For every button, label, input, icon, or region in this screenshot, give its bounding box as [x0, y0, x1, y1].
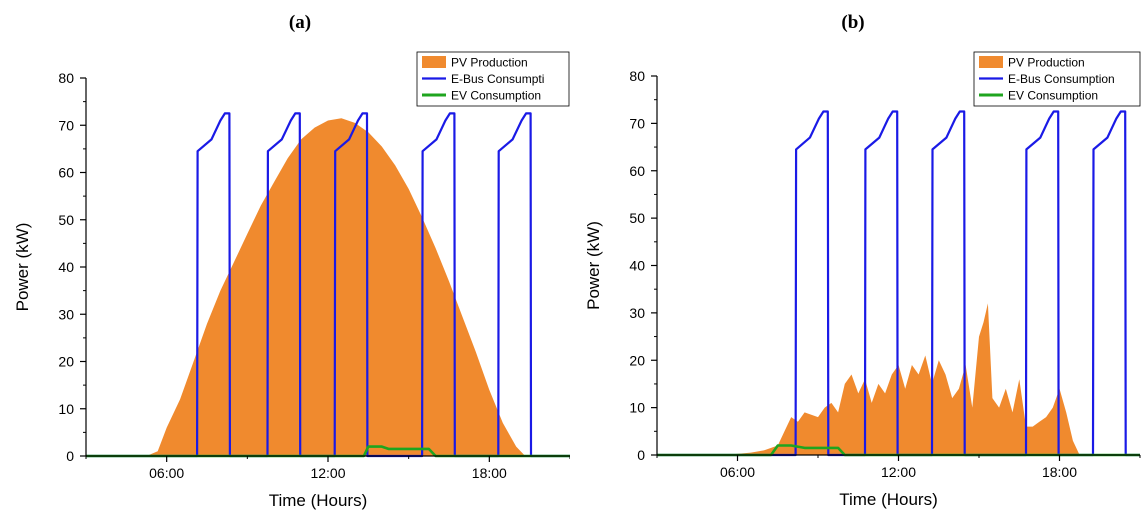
x-tick-label: 06:00: [720, 464, 755, 480]
panel-label: (b): [841, 12, 865, 33]
chart-b: 0 10 20 30 40 50 60 70 80 06:00 12:00 18:00 Time (Ho…: [584, 51, 1141, 509]
y-tick-label: 30: [629, 305, 645, 321]
chart-a: 0 10 20 30 40 50 60 70 80 06:00 12:00 18:00 Time (Ho…: [13, 51, 570, 510]
x-tick-label: 06:00: [149, 465, 184, 481]
legend-label: PV Production: [451, 56, 528, 70]
legend-swatch-pv: [979, 56, 1003, 68]
x-axis-title: Time (Hours): [839, 490, 938, 509]
x-axis-title: Time (Hours): [269, 491, 368, 510]
y-tick-label: 30: [58, 306, 74, 322]
y-tick-label: 40: [629, 258, 645, 274]
x-tick-label: 18:00: [1042, 464, 1077, 480]
series-ev-consumption-line: [86, 445, 570, 458]
panel-label: (a): [288, 12, 312, 33]
y-tick-label: 50: [58, 212, 74, 228]
y-tick-label: 20: [629, 352, 645, 368]
y-tick-label: 60: [629, 163, 645, 179]
axes: 0 10 20 30 40 50 60 70 80 06:00 12:00 18:00: [58, 70, 570, 481]
legend: PV Production E-Bus Consumption EV Consump…: [973, 51, 1141, 107]
series-ebus-consumption-line: [86, 112, 570, 458]
legend-label: EV Consumption: [1008, 89, 1098, 103]
series-ebus-consumption-line: [657, 110, 1140, 457]
y-tick-label: 80: [58, 70, 74, 86]
y-axis-title: Power (kW): [584, 221, 603, 310]
y-tick-label: 0: [637, 447, 645, 463]
y-tick-label: 60: [58, 165, 74, 181]
chart-panel-b: (b) 0 10 20 30 40 50 60 70 80 06:00 12:00 18:00 Time…: [570, 0, 1141, 515]
x-tick-label: 18:00: [472, 465, 507, 481]
legend-label: PV Production: [1008, 56, 1085, 70]
y-tick-label: 70: [629, 115, 645, 131]
plot-area: [657, 110, 1140, 457]
y-tick-label: 80: [629, 68, 645, 84]
axes: 0 10 20 30 40 50 60 70 80 06:00 12:00 18:00: [629, 68, 1141, 480]
legend-swatch-pv: [422, 56, 446, 68]
plot-area: [86, 112, 570, 458]
y-tick-label: 10: [58, 401, 74, 417]
y-tick-label: 50: [629, 210, 645, 226]
y-tick-label: 20: [58, 354, 74, 370]
series-ev-consumption-line: [657, 444, 1140, 457]
chart-panel-a: (a) 0 10 20 30 40 50 60 70 80 06:00 12:00 18:00 Time…: [0, 0, 570, 515]
y-tick-label: 70: [58, 117, 74, 133]
y-tick-label: 10: [629, 400, 645, 416]
y-tick-label: 40: [58, 259, 74, 275]
y-tick-label: 0: [66, 448, 74, 464]
legend-label: E-Bus Consumption: [1008, 72, 1115, 86]
series-pv-production-area: [724, 303, 1080, 455]
legend-label: E-Bus Consumpti: [451, 72, 544, 86]
x-tick-label: 12:00: [310, 465, 345, 481]
x-tick-label: 12:00: [881, 464, 916, 480]
legend-label: EV Consumption: [451, 89, 541, 103]
legend: PV Production E-Bus Consumpti EV Consumpti…: [416, 51, 570, 107]
y-axis-title: Power (kW): [13, 223, 32, 312]
